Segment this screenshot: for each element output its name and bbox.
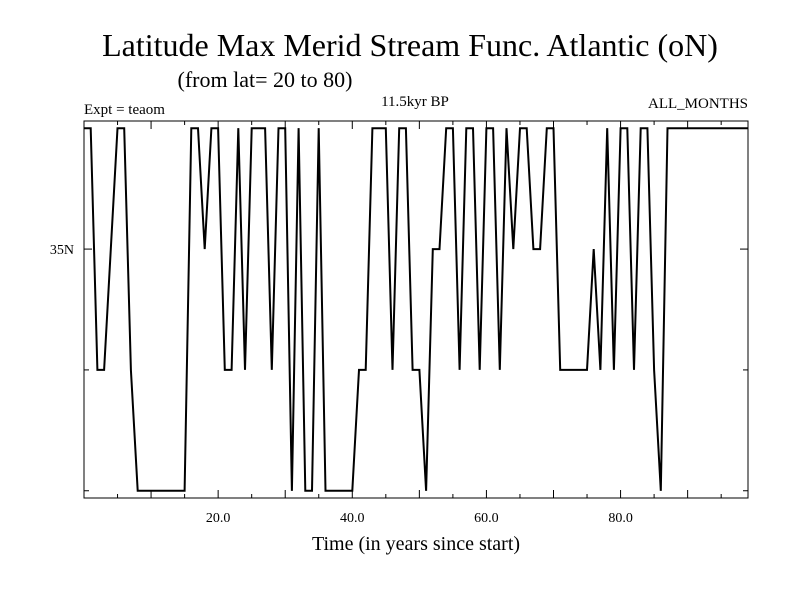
x-tick-label: 40.0 bbox=[340, 511, 365, 526]
x-tick-label: 80.0 bbox=[608, 511, 633, 526]
period-label: 11.5kyr BP bbox=[381, 94, 449, 110]
x-tick-label: 20.0 bbox=[206, 511, 231, 526]
x-tick-label: 60.0 bbox=[474, 511, 499, 526]
x-axis-ticks: 20.0 40.0 60.0 80.0 bbox=[117, 121, 722, 526]
series-line bbox=[84, 127, 748, 492]
chart-title: Latitude Max Merid Stream Func. Atlantic… bbox=[102, 27, 718, 63]
y-tick-label: 35N bbox=[50, 243, 74, 258]
y-axis-ticks: 35N bbox=[50, 127, 748, 492]
x-axis-label: Time (in years since start) bbox=[312, 533, 520, 555]
experiment-label: Expt = teaom bbox=[84, 102, 165, 118]
months-label: ALL_MONTHS bbox=[648, 96, 748, 112]
series-layer bbox=[84, 127, 748, 492]
plot-frame bbox=[83, 120, 749, 499]
chart-subtitle: (from lat= 20 to 80) bbox=[178, 67, 353, 92]
